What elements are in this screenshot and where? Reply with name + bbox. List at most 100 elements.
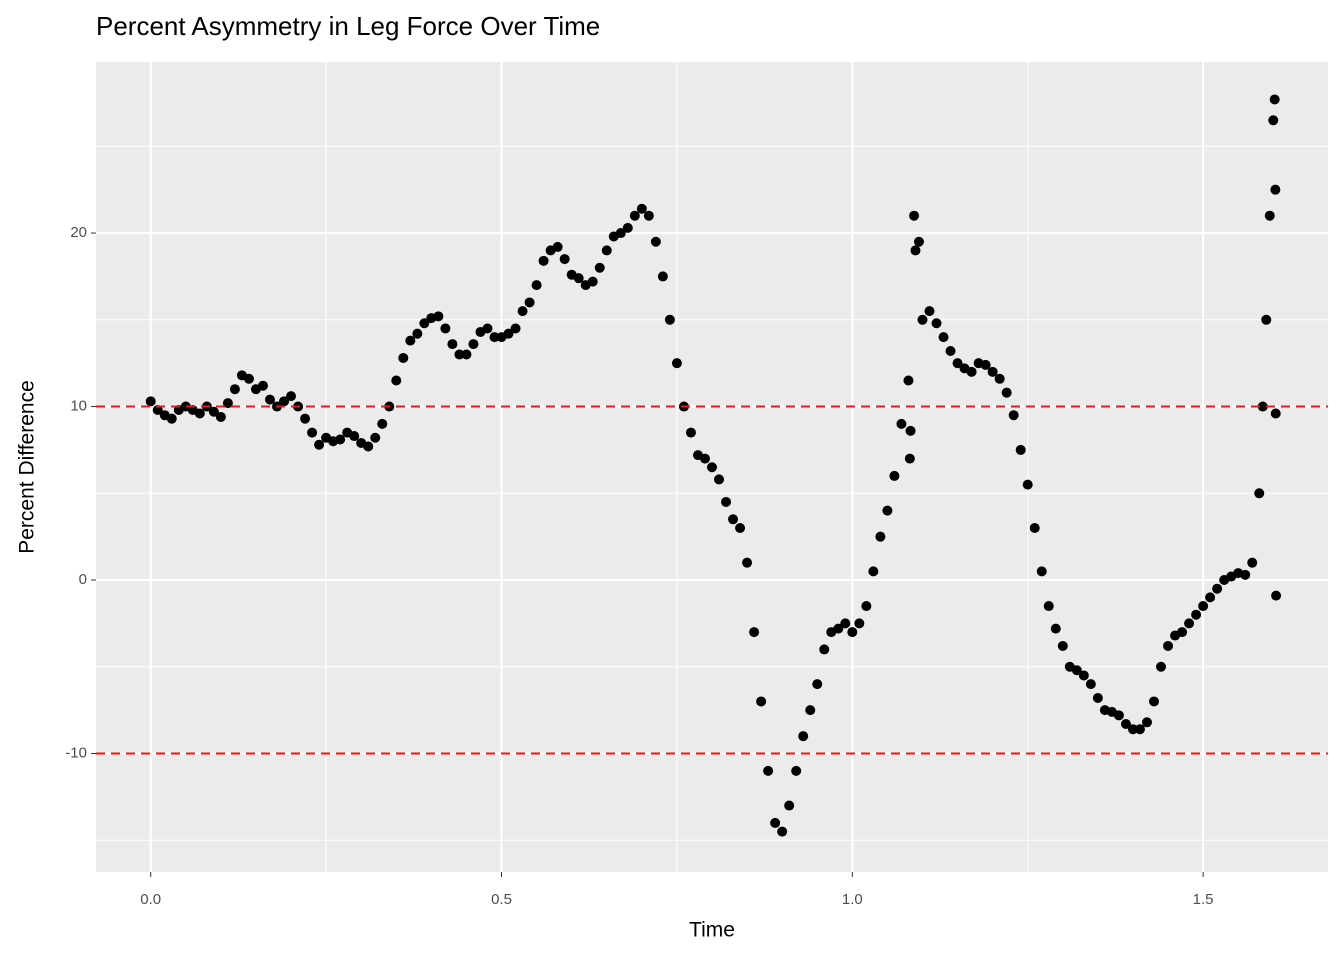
point xyxy=(1043,601,1054,612)
point xyxy=(650,236,661,247)
point xyxy=(1261,314,1272,325)
point xyxy=(924,306,935,317)
point xyxy=(433,311,444,322)
point xyxy=(166,413,177,424)
point xyxy=(1134,724,1145,735)
point xyxy=(145,396,156,407)
point xyxy=(791,765,802,776)
point xyxy=(882,505,893,516)
point xyxy=(847,627,858,638)
point xyxy=(1156,661,1167,672)
point xyxy=(517,306,528,317)
point xyxy=(931,318,942,329)
point xyxy=(777,826,788,837)
point xyxy=(314,439,325,450)
point xyxy=(756,696,767,707)
y-tick-label: 20 xyxy=(70,224,87,241)
point xyxy=(875,531,886,542)
point xyxy=(286,391,297,402)
point xyxy=(938,332,949,343)
point xyxy=(994,373,1005,384)
point xyxy=(664,314,675,325)
point xyxy=(222,398,233,409)
point xyxy=(798,731,809,742)
point xyxy=(377,418,388,429)
point xyxy=(419,318,430,329)
point xyxy=(1184,618,1195,629)
point xyxy=(1029,522,1040,533)
point xyxy=(1205,592,1216,603)
point xyxy=(1071,665,1082,676)
point xyxy=(243,373,254,384)
point xyxy=(1036,566,1047,577)
point xyxy=(707,462,717,473)
point xyxy=(440,323,451,334)
point xyxy=(468,339,479,350)
point xyxy=(784,800,795,811)
point xyxy=(854,618,865,629)
point xyxy=(1191,609,1202,620)
point xyxy=(629,210,640,221)
point xyxy=(461,349,472,360)
point xyxy=(257,380,268,391)
point xyxy=(300,413,311,424)
point xyxy=(391,375,402,386)
point xyxy=(812,679,823,690)
point xyxy=(1127,724,1138,735)
point xyxy=(980,359,991,370)
point xyxy=(945,346,956,357)
point xyxy=(636,203,647,214)
point xyxy=(279,396,290,407)
point xyxy=(349,431,360,442)
point xyxy=(370,432,381,443)
point xyxy=(699,453,710,464)
point xyxy=(1092,692,1103,703)
point xyxy=(714,474,725,485)
point xyxy=(454,349,465,360)
point xyxy=(615,228,626,239)
point xyxy=(1022,479,1033,490)
y-tick-label: 0 xyxy=(79,571,87,588)
point xyxy=(1057,640,1068,651)
x-tick-label: 1.0 xyxy=(842,891,863,908)
point xyxy=(573,273,584,284)
point xyxy=(1270,408,1281,419)
point xyxy=(1264,210,1275,221)
point xyxy=(987,366,998,377)
point xyxy=(952,358,963,369)
point xyxy=(482,323,493,334)
point xyxy=(1271,590,1282,601)
x-axis-title: Time xyxy=(689,919,735,942)
point xyxy=(412,328,423,339)
point xyxy=(1085,679,1096,690)
point xyxy=(770,817,781,828)
point xyxy=(896,418,907,429)
point xyxy=(1141,717,1152,728)
point xyxy=(903,375,914,386)
point xyxy=(657,271,668,282)
point xyxy=(194,408,205,419)
point xyxy=(307,427,318,438)
x-tick-label: 0.5 xyxy=(491,891,512,908)
point xyxy=(833,623,844,634)
point xyxy=(763,765,774,776)
y-tick-label: 10 xyxy=(70,398,87,415)
point xyxy=(447,339,458,350)
point xyxy=(587,276,598,287)
point xyxy=(1270,184,1281,195)
point xyxy=(1247,557,1258,568)
point xyxy=(594,262,605,273)
point xyxy=(215,411,226,422)
point xyxy=(524,297,535,308)
point xyxy=(363,441,374,452)
point xyxy=(913,236,924,247)
point xyxy=(805,705,816,716)
point xyxy=(685,427,696,438)
point xyxy=(622,222,633,233)
point xyxy=(840,618,851,629)
point xyxy=(1001,387,1012,398)
point xyxy=(601,245,612,256)
point xyxy=(489,332,500,343)
y-tick-label: -10 xyxy=(65,744,87,761)
